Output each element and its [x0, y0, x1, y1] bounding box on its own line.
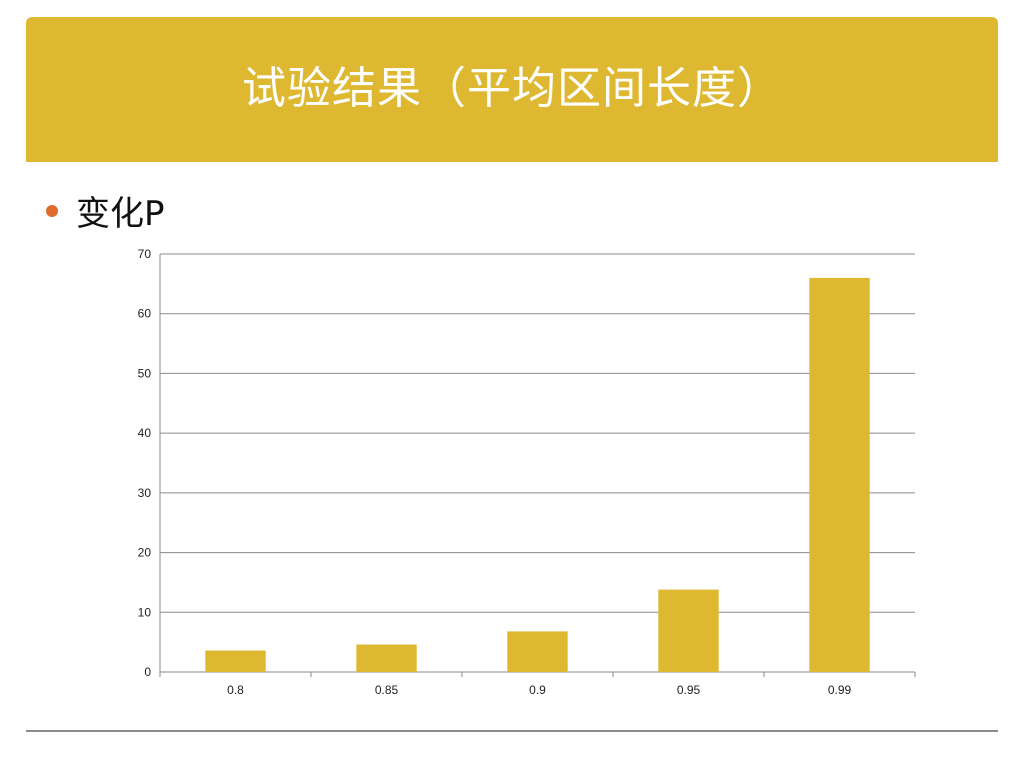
x-tick-label: 0.8: [227, 683, 244, 697]
x-tick-label: 0.95: [677, 683, 701, 697]
slide-title: 试验结果（平均区间长度）: [242, 62, 782, 114]
y-tick-label: 70: [138, 247, 152, 261]
bullet-item: 变化P: [46, 186, 165, 235]
y-tick-label: 30: [138, 486, 152, 500]
bar: [507, 631, 568, 672]
x-tick-label: 0.99: [828, 683, 852, 697]
y-tick-label: 50: [138, 366, 152, 380]
bullet-text: 变化P: [76, 194, 165, 234]
bullet-dot-icon: [46, 204, 58, 217]
y-tick-label: 60: [138, 307, 152, 321]
bar: [356, 644, 417, 672]
bar: [809, 277, 870, 672]
x-tick-label: 0.9: [529, 683, 546, 697]
bar: [205, 650, 266, 672]
y-tick-label: 10: [138, 605, 152, 619]
bottom-divider: [26, 730, 998, 732]
y-tick-label: 20: [138, 546, 152, 560]
y-tick-label: 0: [144, 665, 151, 679]
title-banner: 试验结果（平均区间长度）: [26, 17, 998, 162]
bar: [658, 589, 719, 672]
x-tick-label: 0.85: [375, 683, 399, 697]
y-tick-label: 40: [138, 426, 152, 440]
